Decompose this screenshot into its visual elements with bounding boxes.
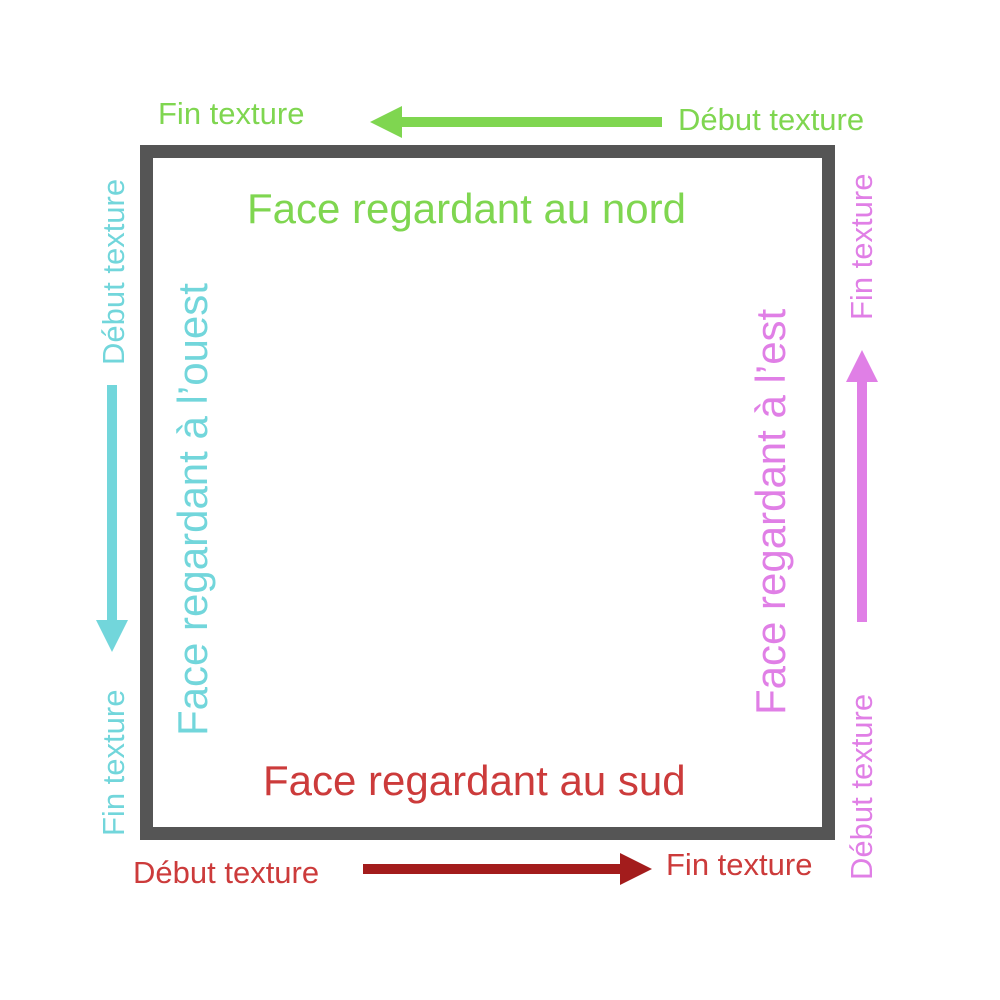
south-start-texture-label: Début texture bbox=[133, 855, 320, 890]
north-arrow-icon bbox=[370, 106, 662, 138]
south-end-texture-label: Fin texture bbox=[666, 847, 813, 882]
east-start-texture-label: Début texture bbox=[844, 693, 879, 880]
west-start-texture-label: Début texture bbox=[96, 178, 131, 365]
east-arrow-icon bbox=[846, 350, 878, 622]
west-end-texture-label: Fin texture bbox=[96, 689, 131, 836]
north-start-texture-label: Début texture bbox=[678, 102, 865, 137]
west-arrow-icon bbox=[96, 385, 128, 652]
north-face-label: Face regardant au nord bbox=[247, 185, 686, 232]
north-end-texture-label: Fin texture bbox=[158, 96, 305, 131]
east-end-texture-label: Fin texture bbox=[844, 173, 879, 320]
east-face-label: Face regardant à l’est bbox=[747, 308, 794, 715]
south-arrow-icon bbox=[363, 853, 652, 885]
room-wall-outline bbox=[140, 145, 835, 840]
south-face-label: Face regardant au sud bbox=[263, 757, 686, 804]
west-face-label: Face regardant à l’ouest bbox=[169, 283, 216, 736]
